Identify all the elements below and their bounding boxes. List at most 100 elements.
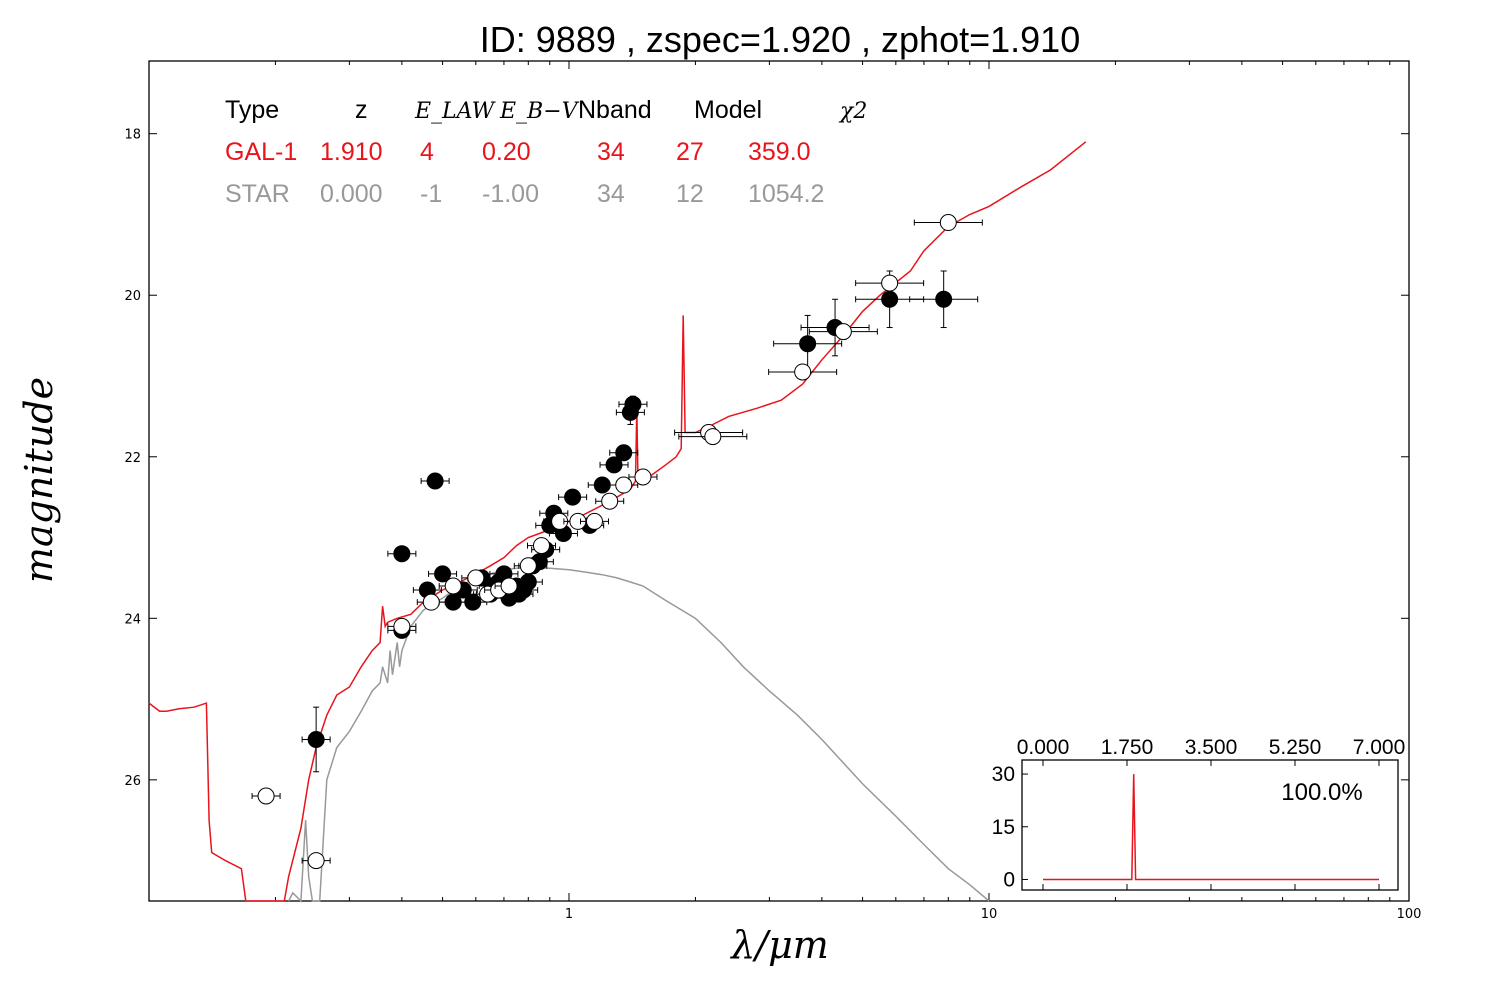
observed-marker xyxy=(624,395,642,413)
inset-pdz: 0.000 1.750 3.500 5.250 7.000 0 15 30 100.0% xyxy=(992,736,1406,891)
model-marker xyxy=(257,787,275,805)
galaxy-template-line xyxy=(148,141,1087,902)
observed-point xyxy=(301,706,331,773)
observed-marker xyxy=(307,730,325,748)
model-point xyxy=(628,468,658,486)
model-point xyxy=(251,787,281,805)
x-axis-label: λ/μm xyxy=(729,923,829,967)
table-header-z: z xyxy=(355,96,368,124)
x-tick-label: 10 xyxy=(981,907,998,922)
observed-point xyxy=(428,565,458,583)
observed-point xyxy=(458,593,488,611)
model-marker xyxy=(615,476,633,494)
table-header-ebv: E_B−V xyxy=(499,99,580,124)
star-template-line xyxy=(287,566,990,903)
observed-marker xyxy=(605,456,623,474)
observed-point xyxy=(599,456,629,474)
inset-x-tick-label: 5.250 xyxy=(1269,736,1322,759)
inset-x-tick-label: 1.750 xyxy=(1101,736,1154,759)
inset-x-tick-label: 3.500 xyxy=(1185,736,1238,759)
y-tick-label: 24 xyxy=(124,612,141,627)
sed-curves xyxy=(148,141,1087,903)
observed-point xyxy=(387,545,417,563)
y-tick-label: 22 xyxy=(124,451,141,466)
table-header-model: Model xyxy=(694,96,762,124)
model-point xyxy=(461,569,491,587)
model-point xyxy=(768,363,838,381)
model-point xyxy=(301,852,331,870)
model-point xyxy=(609,476,639,494)
model-marker xyxy=(444,577,462,595)
model-point xyxy=(595,492,625,510)
model-marker xyxy=(881,274,899,292)
observed-point xyxy=(909,270,979,329)
star-row-cell: -1 xyxy=(420,180,442,208)
main-axis-ticks: 1 10 100 18 20 22 24 26 xyxy=(124,61,1421,922)
observed-marker xyxy=(464,593,482,611)
model-marker xyxy=(601,492,619,510)
observed-point xyxy=(609,444,639,462)
inset-frame xyxy=(1021,759,1399,891)
table-rows: GAL-1 1.910 4 0.20 34 27 359.0 STAR 0.000 -1 -1.00… xyxy=(225,138,824,208)
inset-pdz-line xyxy=(1043,774,1379,881)
inset-axis-ticks: 0.000 1.750 3.500 5.250 7.000 0 15 30 xyxy=(992,736,1406,891)
observed-marker xyxy=(393,545,411,563)
model-point xyxy=(513,557,543,575)
table-header-chi2: χ2 xyxy=(838,99,867,124)
observed-point xyxy=(420,472,450,490)
model-marker xyxy=(834,323,852,341)
inset-y-tick-label: 30 xyxy=(992,763,1015,786)
model-marker xyxy=(307,852,325,870)
galaxy-row-cell: 359.0 xyxy=(748,138,811,166)
star-row-cell: 12 xyxy=(676,180,704,208)
fit-table: Type z E_LAW E_B−V Nband Model χ2 GAL-1 1… xyxy=(225,96,867,208)
inset-x-tick-label: 0.000 xyxy=(1017,736,1070,759)
star-row-cell: 0.000 xyxy=(320,180,383,208)
model-point xyxy=(526,537,556,555)
model-point xyxy=(416,593,446,611)
inset-y-tick-label: 0 xyxy=(1003,868,1015,891)
model-point xyxy=(808,323,878,341)
model-marker xyxy=(393,617,411,635)
observed-marker xyxy=(564,488,582,506)
observed-point xyxy=(773,314,843,373)
inset-annotation: 100.0% xyxy=(1281,779,1362,806)
model-marker xyxy=(939,214,957,232)
table-header-nband: Nband xyxy=(578,96,652,124)
model-marker xyxy=(585,512,603,530)
y-axis-label: magnitude xyxy=(17,377,61,583)
model-point xyxy=(855,274,925,292)
observed-marker xyxy=(935,290,953,308)
model-marker xyxy=(794,363,812,381)
y-tick-label: 18 xyxy=(124,128,141,143)
galaxy-row-cell: 1.910 xyxy=(320,138,383,166)
observed-point xyxy=(558,488,588,506)
inset-x-tick-label: 7.000 xyxy=(1353,736,1406,759)
star-row-cell: 34 xyxy=(597,180,625,208)
star-row-cell: STAR xyxy=(225,180,290,208)
main-plot-frame xyxy=(148,60,1410,902)
observed-marker xyxy=(593,476,611,494)
observed-point xyxy=(618,395,648,413)
model-marker xyxy=(422,593,440,611)
observed-marker xyxy=(881,290,899,308)
model-point xyxy=(913,214,983,232)
observed-marker xyxy=(799,335,817,353)
model-point xyxy=(678,428,748,446)
x-tick-label: 1 xyxy=(565,907,573,922)
model-marker xyxy=(519,557,537,575)
table-header-type: Type xyxy=(225,96,279,124)
galaxy-row-cell: 34 xyxy=(597,138,625,166)
galaxy-row-cell: GAL-1 xyxy=(225,138,297,166)
star-row-cell: -1.00 xyxy=(482,180,539,208)
galaxy-row-cell: 4 xyxy=(420,138,434,166)
model-point xyxy=(579,512,609,530)
galaxy-row-cell: 27 xyxy=(676,138,704,166)
star-row-cell: 1054.2 xyxy=(748,180,824,208)
observed-marker xyxy=(615,444,633,462)
figure-title: ID: 9889 , zspec=1.920 , zphot=1.910 xyxy=(480,19,1080,60)
observed-marker xyxy=(426,472,444,490)
model-marker xyxy=(532,537,550,555)
photometry-points xyxy=(251,214,983,870)
